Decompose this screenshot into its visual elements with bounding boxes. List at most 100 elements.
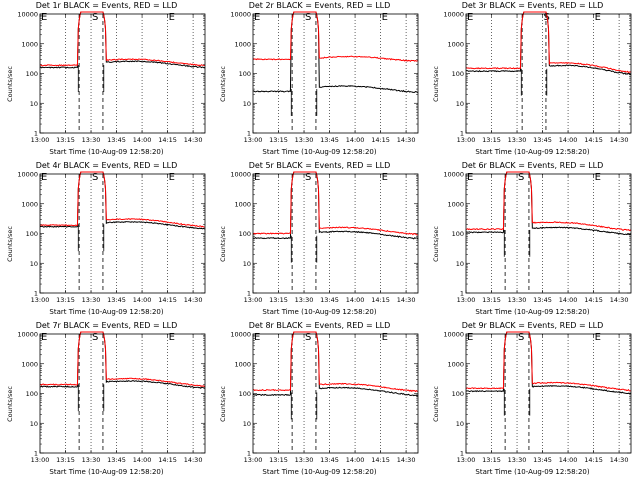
- y-tick-label: 1: [460, 290, 464, 298]
- x-tick-label: 13:30: [82, 136, 101, 144]
- lld-series-line: [39, 171, 206, 228]
- marker-label: S: [92, 12, 98, 23]
- x-tick-label: 13:15: [482, 136, 501, 144]
- events-series-line: [39, 171, 206, 230]
- x-tick-label: 13:15: [56, 456, 75, 464]
- x-axis-label: Start Time (10-Aug-09 12:58:20): [49, 148, 164, 156]
- marker-label: E: [595, 332, 601, 343]
- y-tick-label: 10000: [230, 171, 251, 179]
- x-tick-label: 13:45: [533, 136, 552, 144]
- lld-series-line: [465, 331, 632, 392]
- chart-title: Det 3r BLACK = Events, RED = LLD: [461, 1, 604, 10]
- events-series-line: [252, 331, 419, 397]
- x-tick-label: 14:00: [133, 136, 152, 144]
- y-tick-label: 100: [239, 230, 251, 238]
- lld-series-line: [465, 171, 632, 232]
- x-tick-label: 13:15: [56, 296, 75, 304]
- chart-title: Det 1r BLACK = Events, RED = LLD: [35, 1, 178, 10]
- x-tick-label: 13:30: [295, 456, 314, 464]
- y-tick-label: 1: [34, 290, 38, 298]
- events-series-line: [465, 171, 632, 236]
- lld-series-line: [252, 331, 419, 393]
- y-axis-label: Counts/sec: [219, 66, 227, 102]
- x-tick-label: 13:00: [31, 456, 50, 464]
- x-tick-label: 13:30: [295, 136, 314, 144]
- chart-title: Det 6r BLACK = Events, RED = LLD: [461, 161, 604, 170]
- plot-frame: [465, 13, 632, 134]
- chart-title: Det 4r BLACK = Events, RED = LLD: [35, 161, 178, 170]
- plot-frame: [465, 333, 632, 454]
- chart-svg: 13:00 13:15 13:30 13:45 14:00 14:15 14:30 1 10 10…: [443, 331, 632, 464]
- x-tick-label: 14:30: [397, 456, 416, 464]
- plot-frame: [252, 333, 419, 454]
- x-tick-label: 14:15: [584, 456, 603, 464]
- chart-title: Det 5r BLACK = Events, RED = LLD: [248, 161, 391, 170]
- x-tick-label: 13:00: [457, 456, 476, 464]
- x-tick-label: 14:15: [371, 136, 390, 144]
- y-tick-label: 10: [456, 420, 464, 428]
- x-tick-label: 13:00: [31, 296, 50, 304]
- x-tick-label: 14:15: [584, 136, 603, 144]
- y-tick-label: 1000: [447, 360, 464, 368]
- y-tick-label: 100: [452, 390, 464, 398]
- x-tick-label: 13:30: [508, 136, 527, 144]
- y-tick-label: 1: [34, 450, 38, 458]
- y-tick-label: 10: [30, 420, 38, 428]
- chart-panel: 13:00 13:15 13:30 13:45 14:00 14:15 14:30 1 10 10…: [213, 320, 426, 480]
- y-tick-label: 10: [30, 260, 38, 268]
- x-tick-label: 14:00: [559, 456, 578, 464]
- y-tick-label: 1: [247, 290, 251, 298]
- x-tick-label: 14:15: [158, 456, 177, 464]
- x-tick-label: 14:30: [184, 296, 203, 304]
- x-tick-label: 14:30: [397, 136, 416, 144]
- chart-svg: 13:00 13:15 13:30 13:45 14:00 14:15 14:30 1 10 10…: [230, 11, 419, 144]
- marker-label: S: [92, 332, 98, 343]
- y-tick-label: 100: [26, 390, 38, 398]
- y-tick-label: 1000: [21, 360, 38, 368]
- x-tick-label: 13:30: [508, 456, 527, 464]
- lld-series-line: [39, 331, 206, 388]
- x-tick-label: 14:30: [610, 296, 629, 304]
- marker-label: E: [467, 172, 473, 183]
- marker-label: E: [467, 332, 473, 343]
- chart-svg: 13:00 13:15 13:30 13:45 14:00 14:15 14:30 1 10 10…: [443, 171, 632, 304]
- y-tick-label: 1000: [234, 360, 251, 368]
- marker-label: E: [254, 172, 260, 183]
- marker-label: E: [382, 332, 388, 343]
- x-tick-label: 14:30: [184, 456, 203, 464]
- x-tick-label: 13:30: [82, 296, 101, 304]
- y-tick-label: 1000: [234, 40, 251, 48]
- marker-label: E: [41, 172, 47, 183]
- plot-frame: [39, 173, 206, 294]
- chart-panel: 13:00 13:15 13:30 13:45 14:00 14:15 14:30 1 10 10…: [426, 320, 639, 480]
- y-tick-label: 1000: [234, 200, 251, 208]
- chart-svg: 13:00 13:15 13:30 13:45 14:00 14:15 14:30 1 10 10…: [230, 331, 419, 464]
- events-series-line: [252, 171, 419, 240]
- plot-frame: [252, 13, 419, 134]
- y-axis-label: Counts/sec: [6, 386, 14, 422]
- x-axis-label: Start Time (10-Aug-09 12:58:20): [475, 148, 590, 156]
- marker-label: S: [305, 332, 311, 343]
- chart-panel: 13:00 13:15 13:30 13:45 14:00 14:15 14:30 1 10 10…: [213, 160, 426, 320]
- y-tick-label: 10000: [230, 331, 251, 339]
- y-axis-label: Counts/sec: [219, 226, 227, 262]
- events-series-line: [465, 331, 632, 395]
- chart-panel: 13:00 13:15 13:30 13:45 14:00 14:15 14:30 1 10 10…: [0, 0, 213, 160]
- x-tick-label: 13:00: [244, 136, 263, 144]
- x-tick-label: 13:15: [56, 136, 75, 144]
- x-tick-label: 13:30: [508, 296, 527, 304]
- chart-svg: 13:00 13:15 13:30 13:45 14:00 14:15 14:30 1 10 10…: [17, 11, 206, 144]
- x-tick-label: 14:15: [371, 296, 390, 304]
- y-axis-label: Counts/sec: [432, 66, 440, 102]
- plot-frame: [39, 333, 206, 454]
- marker-label: E: [382, 12, 388, 23]
- y-tick-label: 10000: [17, 171, 38, 179]
- lld-series-line: [465, 11, 632, 74]
- x-axis-label: Start Time (10-Aug-09 12:58:20): [262, 148, 377, 156]
- lld-series-line: [252, 11, 419, 62]
- events-series-line: [252, 11, 419, 94]
- x-tick-label: 14:15: [371, 456, 390, 464]
- marker-label: S: [518, 332, 524, 343]
- chart-title: Det 8r BLACK = Events, RED = LLD: [248, 321, 391, 330]
